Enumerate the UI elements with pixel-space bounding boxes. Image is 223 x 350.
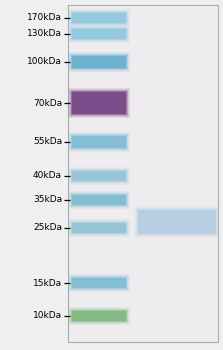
FancyBboxPatch shape — [72, 28, 126, 40]
FancyBboxPatch shape — [70, 308, 128, 323]
FancyBboxPatch shape — [70, 28, 128, 41]
FancyBboxPatch shape — [68, 219, 130, 237]
Text: 100kDa: 100kDa — [27, 57, 62, 66]
FancyBboxPatch shape — [72, 91, 126, 114]
FancyBboxPatch shape — [68, 274, 130, 292]
FancyBboxPatch shape — [72, 136, 126, 148]
Text: 170kDa: 170kDa — [27, 14, 62, 22]
FancyBboxPatch shape — [70, 55, 128, 70]
FancyBboxPatch shape — [72, 29, 126, 39]
FancyBboxPatch shape — [68, 191, 130, 209]
FancyBboxPatch shape — [72, 13, 126, 23]
FancyBboxPatch shape — [70, 222, 128, 235]
Text: 70kDa: 70kDa — [33, 98, 62, 107]
FancyBboxPatch shape — [70, 12, 128, 24]
FancyBboxPatch shape — [70, 90, 128, 117]
FancyBboxPatch shape — [138, 210, 217, 235]
FancyBboxPatch shape — [72, 310, 126, 322]
Bar — [68, 5, 218, 342]
Text: 55kDa: 55kDa — [33, 138, 62, 147]
FancyBboxPatch shape — [70, 169, 128, 182]
FancyBboxPatch shape — [70, 275, 128, 290]
FancyBboxPatch shape — [72, 223, 126, 233]
FancyBboxPatch shape — [70, 27, 128, 42]
Text: 15kDa: 15kDa — [33, 279, 62, 287]
FancyBboxPatch shape — [136, 209, 217, 236]
FancyBboxPatch shape — [72, 195, 126, 205]
FancyBboxPatch shape — [72, 223, 126, 233]
FancyBboxPatch shape — [70, 54, 128, 70]
Text: 130kDa: 130kDa — [27, 29, 62, 38]
FancyBboxPatch shape — [68, 132, 130, 152]
FancyBboxPatch shape — [68, 25, 130, 43]
FancyBboxPatch shape — [72, 195, 126, 205]
FancyBboxPatch shape — [70, 309, 128, 322]
FancyBboxPatch shape — [138, 210, 216, 234]
FancyBboxPatch shape — [70, 10, 128, 26]
FancyBboxPatch shape — [72, 135, 126, 148]
FancyBboxPatch shape — [70, 220, 128, 236]
Text: 10kDa: 10kDa — [33, 312, 62, 321]
FancyBboxPatch shape — [70, 168, 128, 183]
FancyBboxPatch shape — [136, 208, 219, 237]
FancyBboxPatch shape — [72, 171, 126, 181]
Text: 25kDa: 25kDa — [33, 224, 62, 232]
FancyBboxPatch shape — [68, 88, 130, 118]
FancyBboxPatch shape — [68, 167, 130, 185]
FancyBboxPatch shape — [72, 311, 126, 321]
FancyBboxPatch shape — [70, 194, 128, 206]
FancyBboxPatch shape — [72, 278, 126, 288]
FancyBboxPatch shape — [68, 52, 130, 72]
FancyBboxPatch shape — [70, 133, 128, 150]
FancyBboxPatch shape — [68, 9, 130, 27]
FancyBboxPatch shape — [72, 170, 126, 182]
FancyBboxPatch shape — [68, 307, 130, 325]
FancyBboxPatch shape — [72, 13, 126, 23]
FancyBboxPatch shape — [70, 91, 128, 116]
FancyBboxPatch shape — [72, 56, 126, 68]
Text: 35kDa: 35kDa — [33, 196, 62, 204]
FancyBboxPatch shape — [72, 56, 126, 69]
FancyBboxPatch shape — [72, 278, 126, 288]
Text: 40kDa: 40kDa — [33, 172, 62, 181]
FancyBboxPatch shape — [70, 134, 128, 149]
FancyBboxPatch shape — [70, 276, 128, 289]
FancyBboxPatch shape — [134, 206, 220, 238]
FancyBboxPatch shape — [72, 92, 126, 114]
FancyBboxPatch shape — [70, 193, 128, 208]
